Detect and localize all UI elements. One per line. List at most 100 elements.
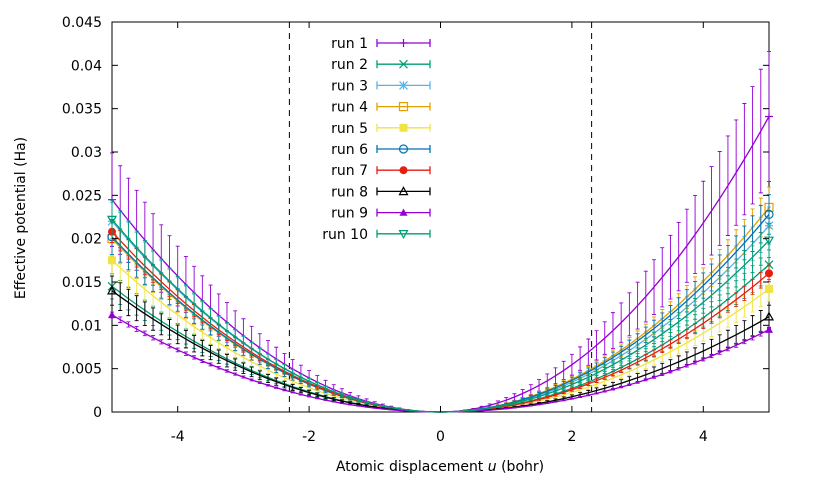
error-bar xyxy=(578,396,583,399)
error-bar xyxy=(208,362,213,367)
legend-item-run-5: run 5 xyxy=(331,121,431,137)
error-bar xyxy=(126,220,131,257)
error-bar xyxy=(545,373,550,389)
marker xyxy=(763,311,775,321)
error-bar xyxy=(151,335,156,341)
error-bar xyxy=(619,385,624,389)
error-bar xyxy=(553,367,558,385)
error-bar xyxy=(487,407,492,409)
error-bar xyxy=(389,406,394,409)
error-bar xyxy=(323,394,328,400)
error-bar xyxy=(282,388,287,392)
error-bar xyxy=(307,377,312,385)
legend-label: run 1 xyxy=(331,36,368,52)
error-bar xyxy=(701,180,706,265)
error-bar xyxy=(676,312,681,332)
error-bar xyxy=(118,316,123,323)
error-bar xyxy=(224,322,229,340)
error-bar xyxy=(610,359,615,370)
error-bar xyxy=(142,301,147,326)
x-tick-label: 0 xyxy=(436,429,445,445)
error-bar xyxy=(693,194,698,274)
error-bar xyxy=(307,395,312,398)
error-bar xyxy=(742,285,747,301)
error-bar xyxy=(734,258,739,288)
legend-label: run 7 xyxy=(331,163,368,179)
marker xyxy=(763,236,775,246)
legend-line xyxy=(376,145,431,153)
error-bar xyxy=(110,275,114,306)
error-bar xyxy=(167,343,172,349)
legend-item-run-2: run 2 xyxy=(331,57,431,73)
error-bar xyxy=(578,385,583,389)
x-axis: -4 -2 0 2 4 xyxy=(171,22,708,445)
error-bar xyxy=(364,400,369,404)
error-bar xyxy=(635,281,640,330)
error-bar xyxy=(635,343,640,357)
error-bar xyxy=(495,405,500,408)
marker xyxy=(399,208,408,216)
error-bar xyxy=(553,393,558,397)
legend-item-run-10: run 10 xyxy=(322,227,431,243)
error-bar xyxy=(643,378,648,382)
marker xyxy=(108,256,116,265)
error-bar xyxy=(216,315,221,334)
error-bar xyxy=(742,250,747,281)
error-bar xyxy=(734,119,739,226)
error-bar xyxy=(676,222,681,292)
marker xyxy=(106,215,118,225)
y-tick-label: 0.015 xyxy=(62,275,102,291)
error-bar xyxy=(734,292,739,307)
marker xyxy=(765,325,773,333)
error-bar xyxy=(717,275,722,301)
error-bar xyxy=(241,362,246,375)
error-bar xyxy=(167,267,172,295)
y-tick-label: 0.02 xyxy=(71,232,102,248)
error-bar xyxy=(348,395,353,400)
error-bar xyxy=(660,247,665,308)
legend-line xyxy=(376,229,431,238)
error-bar xyxy=(569,353,574,376)
series-run-3 xyxy=(107,201,774,413)
error-bar xyxy=(602,321,607,355)
error-bar xyxy=(537,398,542,401)
error-bar xyxy=(200,358,205,363)
error-bar xyxy=(520,402,525,405)
error-bar xyxy=(216,365,221,370)
error-bar xyxy=(619,302,624,343)
error-bar xyxy=(553,388,558,394)
error-bar xyxy=(381,405,386,408)
error-bar xyxy=(142,240,147,273)
error-bar xyxy=(627,362,632,370)
error-bar xyxy=(167,319,172,340)
error-bar xyxy=(742,103,747,216)
legend-label: run 10 xyxy=(322,227,368,243)
error-bar xyxy=(709,353,714,359)
error-bar xyxy=(561,399,566,402)
error-bar xyxy=(734,342,739,348)
x-tick-label: 4 xyxy=(699,429,708,445)
error-bar xyxy=(233,372,238,376)
error-bar xyxy=(569,388,574,392)
error-bar xyxy=(578,377,583,385)
error-bar xyxy=(701,290,706,314)
marker xyxy=(398,144,409,154)
error-bar xyxy=(372,403,377,406)
error-bar xyxy=(767,222,771,259)
error-bar xyxy=(512,404,517,406)
error-bar xyxy=(693,323,698,335)
legend-item-run-9: run 9 xyxy=(331,206,431,222)
error-bar xyxy=(266,383,271,387)
error-bar xyxy=(528,400,533,403)
x-axis-label: Atomic displacement u (bohr) xyxy=(336,459,544,475)
error-bar xyxy=(635,381,640,384)
error-bar xyxy=(561,390,566,395)
error-bar xyxy=(668,369,673,374)
error-bar xyxy=(142,330,147,337)
error-bar xyxy=(725,346,730,352)
marker xyxy=(765,269,773,278)
x-tick-label: 2 xyxy=(567,429,576,445)
series-run-2 xyxy=(107,249,774,413)
error-bar xyxy=(602,390,607,393)
error-bar xyxy=(668,339,673,349)
